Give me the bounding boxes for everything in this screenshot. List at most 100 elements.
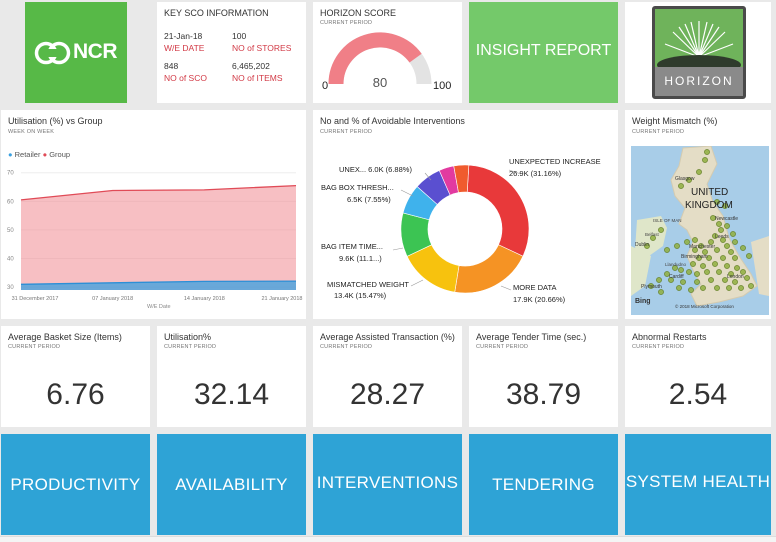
kpi-avg-assisted-transaction[interactable]: Average Assisted Transaction (%) CURRENT… <box>313 326 462 427</box>
store-marker[interactable] <box>704 269 710 275</box>
store-marker[interactable] <box>738 285 744 291</box>
store-marker[interactable] <box>684 239 690 245</box>
store-marker[interactable] <box>712 261 718 267</box>
store-marker[interactable] <box>732 255 738 261</box>
store-marker[interactable] <box>686 177 692 183</box>
store-marker[interactable] <box>706 255 712 261</box>
store-marker[interactable] <box>678 267 684 273</box>
store-marker[interactable] <box>732 279 738 285</box>
store-markers <box>644 149 754 295</box>
map-city-london: London <box>727 274 744 280</box>
map-city-leeds: Leeds <box>715 234 729 240</box>
store-marker[interactable] <box>702 157 708 163</box>
store-marker[interactable] <box>730 231 736 237</box>
store-marker[interactable] <box>692 247 698 253</box>
store-marker[interactable] <box>746 253 752 259</box>
kpi-abnormal-restarts[interactable]: Abnormal Restarts CURRENT PERIOD 2.54 <box>625 326 771 427</box>
legend-group-dot: ● <box>42 150 48 159</box>
nav-productivity-button[interactable]: PRODUCTIVITY <box>1 434 150 535</box>
insight-report-button[interactable]: INSIGHT REPORT <box>469 2 618 103</box>
store-marker[interactable] <box>708 239 714 245</box>
store-marker[interactable] <box>728 271 734 277</box>
y-tick-label: 70 <box>7 171 14 177</box>
store-marker[interactable] <box>676 285 682 291</box>
donut-slice-0[interactable] <box>466 164 530 257</box>
store-marker[interactable] <box>704 149 710 155</box>
store-marker[interactable] <box>694 271 700 277</box>
uk-map[interactable]: UNITED KINGDOM Glasgow Newcastle Leeds D… <box>631 146 769 315</box>
utilisation-area-chart: 30 40 50 60 70 31 December 2017 07 January 201… <box>7 171 302 302</box>
line-group <box>20 184 297 201</box>
donut-slice-7[interactable] <box>453 164 470 193</box>
store-marker[interactable] <box>740 245 746 251</box>
store-marker[interactable] <box>734 265 740 271</box>
nav-system-health-button[interactable]: SYSTEM HEALTH <box>625 434 771 535</box>
store-marker[interactable] <box>732 239 738 245</box>
nav-availability-button[interactable]: AVAILABILITY <box>157 434 306 535</box>
store-marker[interactable] <box>658 227 664 233</box>
store-marker[interactable] <box>724 243 730 249</box>
kpi-avg-basket-size[interactable]: Average Basket Size (Items) CURRENT PERI… <box>1 326 150 427</box>
store-marker[interactable] <box>698 243 704 249</box>
store-marker[interactable] <box>648 283 654 289</box>
store-marker[interactable] <box>726 285 732 291</box>
store-marker[interactable] <box>696 255 702 261</box>
store-marker[interactable] <box>744 275 750 281</box>
store-marker[interactable] <box>714 247 720 253</box>
store-marker[interactable] <box>678 183 684 189</box>
store-marker[interactable] <box>712 233 718 239</box>
store-marker[interactable] <box>700 263 706 269</box>
kpi-avg-tender-time[interactable]: Average Tender Time (sec.) CURRENT PERIO… <box>469 326 618 427</box>
store-marker[interactable] <box>714 199 720 205</box>
kpi-value: 32.14 <box>193 378 270 411</box>
nav-tendering-button[interactable]: TENDERING <box>469 434 618 535</box>
store-marker[interactable] <box>696 169 702 175</box>
weight-mismatch-map-tile[interactable]: Weight Mismatch (%) CURRENT PERIOD UNITE… <box>625 110 771 319</box>
interventions-chart-tile[interactable]: No and % of Avoidable Interventions CURR… <box>313 110 618 319</box>
store-marker[interactable] <box>650 235 656 241</box>
store-marker[interactable] <box>740 269 746 275</box>
kpi-value: 38.79 <box>505 378 582 411</box>
store-marker[interactable] <box>692 237 698 243</box>
store-marker[interactable] <box>716 269 722 275</box>
kpi-subtitle: CURRENT PERIOD <box>476 344 529 350</box>
store-marker[interactable] <box>694 279 700 285</box>
store-marker[interactable] <box>686 269 692 275</box>
store-marker[interactable] <box>680 279 686 285</box>
store-marker[interactable] <box>720 237 726 243</box>
store-marker[interactable] <box>722 277 728 283</box>
store-marker[interactable] <box>724 223 730 229</box>
store-marker[interactable] <box>688 287 694 293</box>
store-marker[interactable] <box>700 285 706 291</box>
store-marker[interactable] <box>664 247 670 253</box>
store-marker[interactable] <box>674 243 680 249</box>
slice-label-4: BAG BOX THRESH... <box>321 183 394 192</box>
store-marker[interactable] <box>664 271 670 277</box>
store-marker[interactable] <box>668 277 674 283</box>
weight-map-subtitle: CURRENT PERIOD <box>632 129 685 135</box>
nav-interventions-button[interactable]: INTERVENTIONS <box>313 434 462 535</box>
store-marker[interactable] <box>710 215 716 221</box>
store-marker[interactable] <box>656 277 662 283</box>
store-marker[interactable] <box>748 283 754 289</box>
store-marker[interactable] <box>720 255 726 261</box>
store-marker[interactable] <box>708 277 714 283</box>
kpi-utilisation[interactable]: Utilisation% CURRENT PERIOD 32.14 <box>157 326 306 427</box>
store-marker[interactable] <box>702 249 708 255</box>
store-marker[interactable] <box>672 265 678 271</box>
y-tick-label: 60 <box>7 199 14 205</box>
store-marker[interactable] <box>728 249 734 255</box>
store-marker[interactable] <box>644 243 650 249</box>
store-marker[interactable] <box>718 227 724 233</box>
horizon-score-tile[interactable]: HORIZON SCORE CURRENT PERIOD 80 0 100 <box>313 2 462 103</box>
store-marker[interactable] <box>714 285 720 291</box>
utilisation-chart-tile[interactable]: Utilisation (%) vs Group WEEK ON WEEK ● … <box>1 110 306 319</box>
store-marker[interactable] <box>658 289 664 295</box>
store-marker[interactable] <box>690 261 696 267</box>
slice-value-0: 26.9K (31.16%) <box>509 169 562 178</box>
key-info-title: KEY SCO INFORMATION <box>164 8 269 18</box>
store-marker[interactable] <box>722 203 728 209</box>
store-marker[interactable] <box>716 221 722 227</box>
horizon-score-subtitle: CURRENT PERIOD <box>320 20 373 26</box>
store-marker[interactable] <box>724 263 730 269</box>
